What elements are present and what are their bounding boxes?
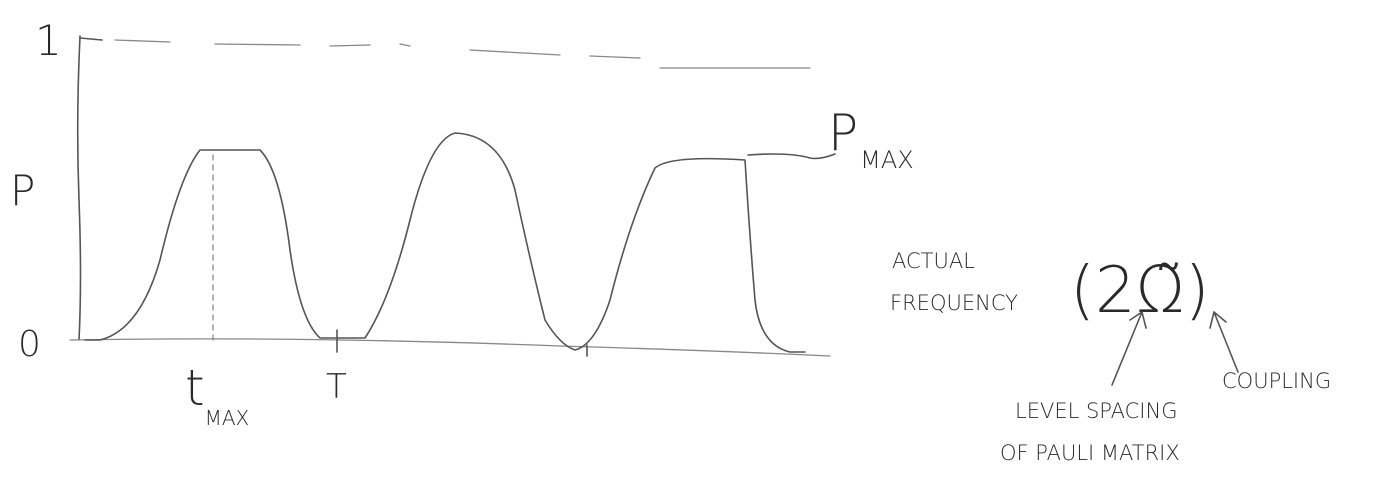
y-zero-label: 0 — [18, 324, 41, 365]
baseline — [69, 338, 831, 357]
tmax-sub: MAX — [205, 406, 250, 430]
pmax-sub: MAX — [860, 146, 914, 174]
tmax-main: t — [185, 359, 205, 417]
annotation-lead-1: ACTUAL — [892, 249, 975, 273]
coupling-label: COUPLING — [1222, 369, 1331, 393]
probability-curve — [84, 132, 806, 353]
pmax-main: P — [828, 104, 858, 162]
top-tick — [79, 37, 103, 41]
upper-bound-line — [114, 39, 811, 69]
tmax-label: tMAX — [185, 359, 249, 430]
level-spacing-line-1: LEVEL SPACING — [1015, 399, 1177, 423]
y-top-label: 1 — [35, 16, 62, 65]
pmax-label: PMAX — [828, 104, 914, 174]
pmax-leader — [747, 153, 836, 160]
arrow-coupling — [1209, 311, 1239, 373]
level-spacing-line-2: OF PAULI MATRIX — [1000, 441, 1180, 465]
annotation-lead-2: FREQUENCY — [890, 291, 1018, 315]
arrow-level-spacing — [1111, 311, 1147, 386]
y-axis-label: P — [10, 166, 35, 215]
T-label: T — [326, 367, 347, 407]
y-axis — [76, 35, 82, 341]
